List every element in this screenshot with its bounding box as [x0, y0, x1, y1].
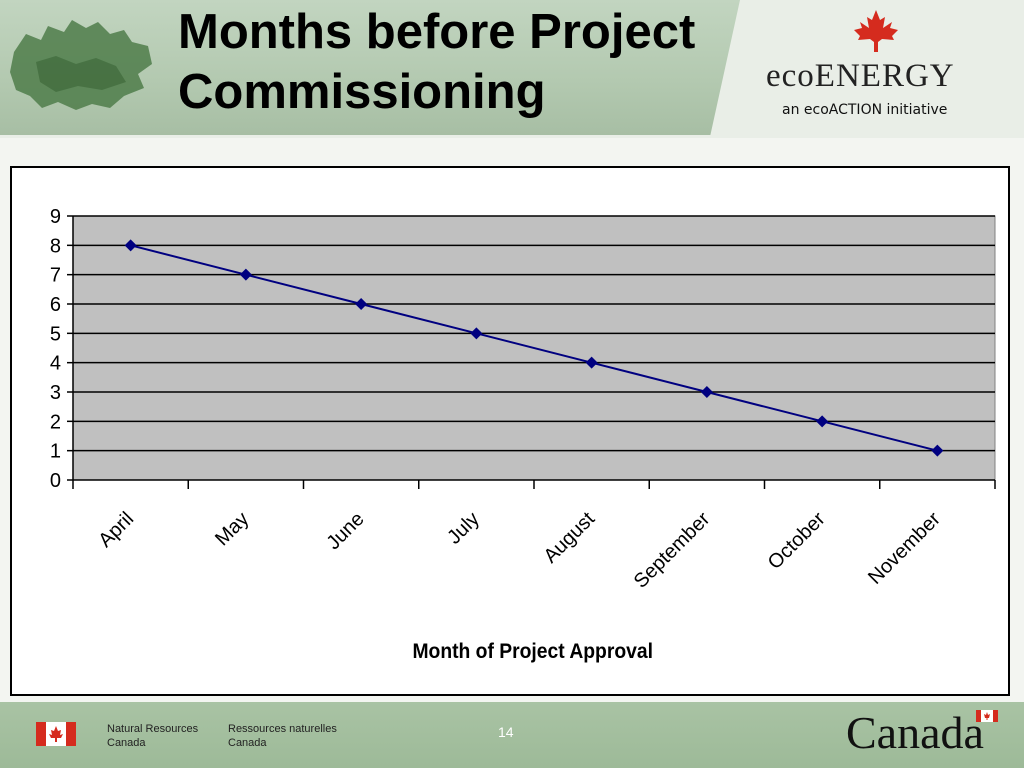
canada-wordmark: Canada — [846, 707, 984, 758]
y-tick-label: 7 — [50, 265, 61, 287]
series-line — [130, 244, 938, 452]
data-point-marker — [931, 444, 944, 457]
department-name-english: Natural Resources Canada — [107, 722, 198, 750]
data-point-marker — [585, 356, 598, 369]
x-tick-label: October — [764, 508, 830, 574]
department-name-english-line2: Canada — [107, 737, 146, 749]
y-axis: 0 1 2 3 4 5 6 7 8 9 — [50, 206, 74, 492]
y-tick-label: 4 — [50, 353, 61, 375]
x-axis: April May June July August September October No… — [72, 479, 996, 593]
x-tick-label: May — [211, 508, 253, 550]
data-point-marker — [124, 239, 137, 252]
x-tick-label: August — [540, 508, 600, 568]
department-name-french-line1: Ressources naturelles — [228, 723, 337, 735]
y-tick-label: 2 — [50, 411, 61, 433]
data-markers — [124, 239, 944, 457]
department-name-english-line1: Natural Resources — [107, 723, 199, 735]
y-tick-label: 1 — [50, 441, 61, 463]
slide-title: Months before Project Commissioning — [178, 5, 696, 119]
y-tick-label: 0 — [50, 470, 61, 492]
y-tick-label: 3 — [50, 382, 61, 404]
x-tick-label: July — [443, 508, 484, 549]
x-tick-label: November — [864, 508, 945, 589]
canada-map-icon — [10, 20, 152, 110]
x-axis-title: Month of Project Approval — [412, 640, 653, 663]
data-point-marker — [355, 298, 368, 310]
department-name-french: Ressources naturelles Canada — [228, 722, 337, 750]
maple-leaf-icon — [854, 10, 898, 52]
data-point-marker — [239, 268, 252, 281]
data-point-marker — [470, 327, 483, 340]
data-point-marker — [700, 386, 713, 398]
gridlines — [73, 215, 995, 452]
slide-header: Months before Project Commissioning ecoE… — [0, 0, 1024, 138]
data-point-marker — [816, 415, 829, 428]
department-name-french-line2: Canada — [228, 737, 267, 749]
chart-container: 0 1 2 3 4 5 6 7 8 9 April May June July August Septemb… — [10, 166, 1010, 696]
x-tick-label: April — [94, 508, 138, 552]
ecoenergy-wordmark: ecoENERGY — [766, 58, 955, 94]
ecoenergy-logo: ecoENERGY an ecoACTION initiative — [762, 6, 1002, 126]
y-tick-label: 9 — [50, 206, 61, 228]
canada-flag-icon — [36, 722, 76, 746]
ecoaction-tagline: an ecoACTION initiative — [782, 102, 948, 118]
slide-footer: Natural Resources Canada Ressources natu… — [0, 702, 1024, 768]
line-chart: 0 1 2 3 4 5 6 7 8 9 April May June July August Septemb… — [50, 206, 996, 663]
wordmark-flag-icon — [976, 710, 998, 722]
page-number: 14 — [498, 724, 514, 740]
y-tick-label: 6 — [50, 294, 61, 316]
y-tick-label: 5 — [50, 323, 61, 345]
x-tick-label: September — [630, 508, 715, 593]
y-tick-label: 8 — [50, 235, 61, 257]
x-tick-label: June — [322, 508, 368, 554]
